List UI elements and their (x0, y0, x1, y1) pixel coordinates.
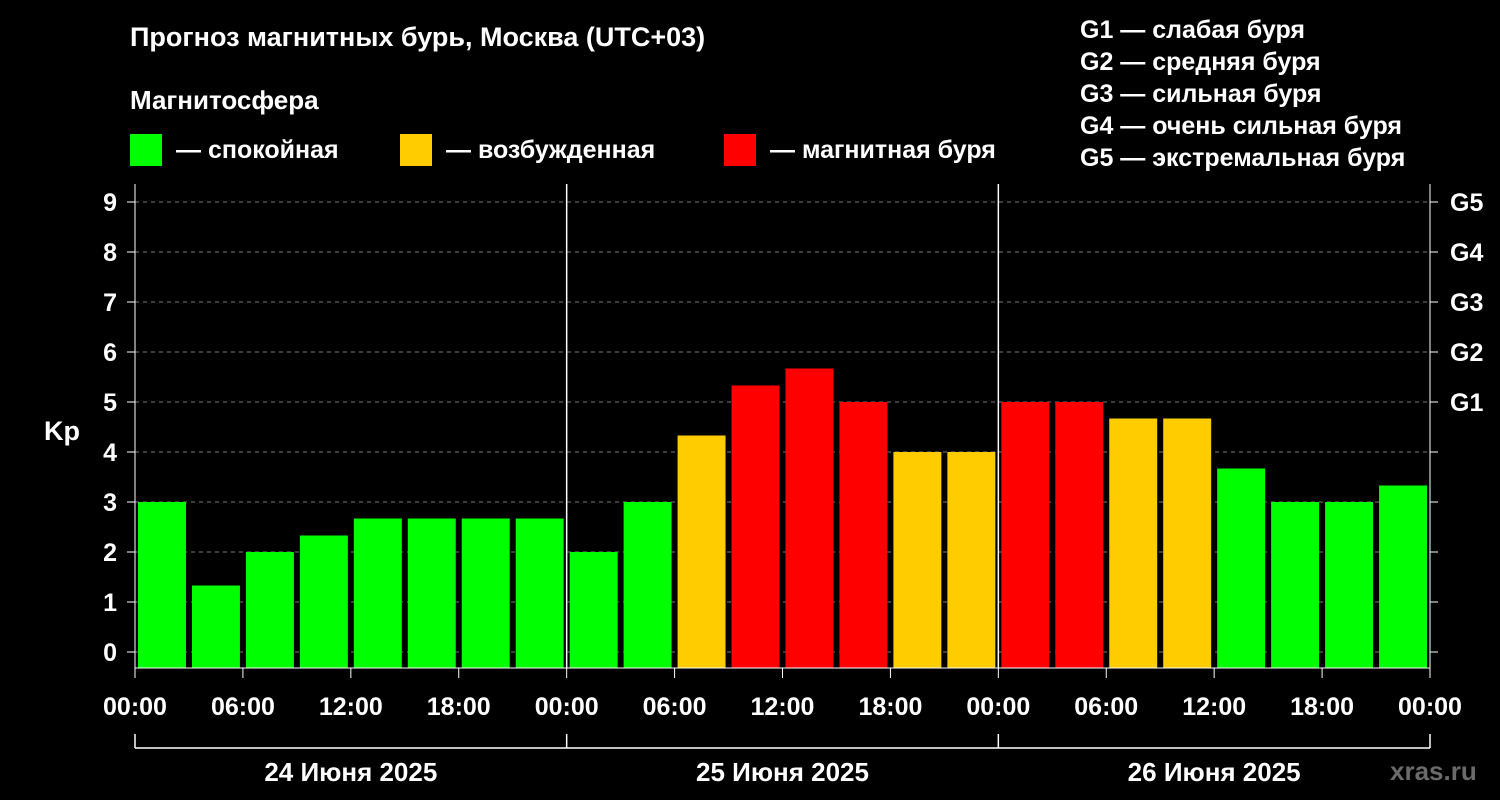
y-tick-label: 9 (103, 189, 117, 217)
day-label: 25 Июня 2025 (696, 757, 869, 787)
g-legend-g5: G5 — экстремальная буря (1080, 144, 1406, 172)
legend-item-active: — возбужденная (400, 133, 655, 167)
y-tick-label: 6 (103, 339, 117, 367)
g-legend-g2: G2 — средняя буря (1080, 48, 1321, 76)
y-tick-label: 7 (103, 289, 117, 317)
g-legend-g3: G3 — сильная буря (1080, 80, 1322, 108)
y-tick-label: 1 (103, 589, 117, 617)
kp-bar (947, 452, 996, 668)
legend-swatch-quiet (130, 134, 162, 166)
g-tick-label: G2 (1450, 339, 1483, 367)
kp-bar (1109, 418, 1158, 668)
x-tick-label: 12:00 (1182, 693, 1246, 721)
x-tick-label: 18:00 (427, 693, 491, 721)
x-tick-label: 00:00 (1398, 693, 1462, 721)
x-tick-label: 00:00 (535, 693, 599, 721)
kp-bar (677, 435, 726, 668)
x-tick-label: 06:00 (211, 693, 275, 721)
g-legend-g4: G4 — очень сильная буря (1080, 112, 1402, 140)
kp-bar (785, 368, 834, 668)
kp-bar (138, 502, 186, 668)
kp-bar (1001, 402, 1050, 668)
kp-bar (299, 535, 348, 668)
legend-swatch-storm (724, 134, 756, 166)
y-tick-label: 0 (103, 639, 117, 667)
kp-bar (1379, 485, 1427, 668)
day-label: 24 Июня 2025 (264, 757, 437, 787)
kp-bar (461, 518, 510, 668)
chart-title: Прогноз магнитных бурь, Москва (UTC+03) (130, 22, 706, 52)
kp-bar (1217, 468, 1266, 668)
x-tick-label: 18:00 (1290, 693, 1354, 721)
x-tick-label: 06:00 (1074, 693, 1138, 721)
kp-bar (1325, 502, 1374, 668)
day-label: 26 Июня 2025 (1128, 757, 1301, 787)
kp-bar (731, 385, 780, 668)
kp-bar (1163, 418, 1212, 668)
legend-label-quiet: — спокойная (176, 135, 339, 164)
kp-bar (191, 585, 240, 668)
kp-bar (569, 552, 618, 668)
x-tick-label: 12:00 (751, 693, 815, 721)
y-tick-label: 4 (103, 439, 117, 467)
kp-bar (623, 502, 672, 668)
y-axis-label: Kp (44, 416, 80, 446)
x-tick-label: 18:00 (858, 693, 922, 721)
kp-bar (515, 518, 564, 668)
g-tick-label: G4 (1450, 239, 1483, 267)
x-tick-label: 12:00 (319, 693, 383, 721)
legend-label-active: — возбужденная (446, 135, 656, 164)
x-tick-label: 00:00 (966, 693, 1030, 721)
kp-bar (407, 518, 456, 668)
kp-bar (353, 518, 402, 668)
legend-swatch-active (400, 134, 432, 166)
kp-bar (245, 552, 294, 668)
x-tick-label: 00:00 (103, 693, 167, 721)
legend-item-quiet: — спокойная (130, 133, 339, 167)
legend-label-storm: — магнитная буря (770, 135, 996, 164)
site-watermark: xras.ru (1390, 756, 1477, 786)
legend-item-storm: — магнитная буря (724, 133, 996, 167)
kp-bar (893, 452, 942, 668)
g-tick-label: G3 (1450, 289, 1483, 317)
x-tick-label: 06:00 (643, 693, 707, 721)
y-tick-label: 3 (103, 489, 117, 517)
kp-bar (1055, 402, 1104, 668)
g-tick-label: G1 (1450, 389, 1483, 417)
g-scale-legend: G1 — слабая буря G2 — средняя буря G3 — … (1080, 14, 1405, 174)
magnetosphere-label: Магнитосфера (130, 85, 319, 115)
kp-bar (1271, 502, 1320, 668)
y-tick-label: 2 (103, 539, 117, 567)
kp-bar (839, 402, 888, 668)
g-legend-g1: G1 — слабая буря (1080, 16, 1306, 44)
g-tick-label: G5 (1450, 189, 1483, 217)
y-tick-label: 8 (103, 239, 117, 267)
y-tick-label: 5 (103, 389, 117, 417)
